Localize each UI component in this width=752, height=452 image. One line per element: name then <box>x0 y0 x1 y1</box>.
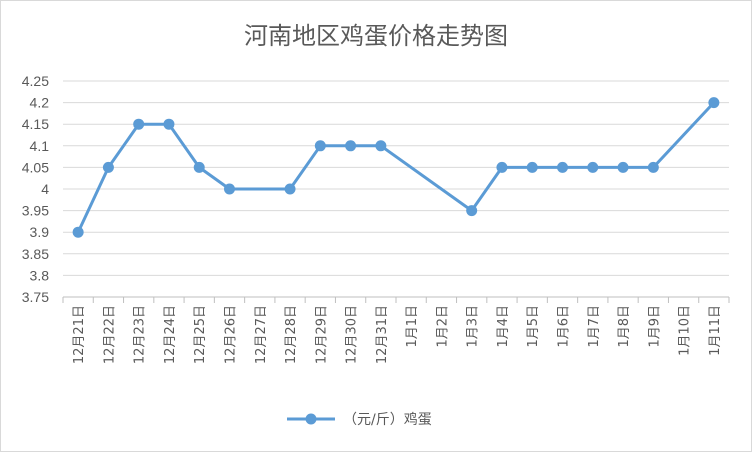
x-tick-label: 12月21日 <box>72 305 87 364</box>
data-point <box>163 118 175 130</box>
x-tick-label: 1月9日 <box>647 305 662 348</box>
x-tick-label: 12月22日 <box>102 305 117 364</box>
y-tick-label: 3.95 <box>22 203 49 219</box>
x-tick-label: 12月26日 <box>224 305 239 364</box>
x-tick-label: 1月4日 <box>496 305 511 348</box>
x-tick-label: 12月31日 <box>375 305 390 364</box>
data-point <box>193 161 205 173</box>
y-tick-label: 4.15 <box>22 116 49 132</box>
x-tick-label: 12月29日 <box>314 305 329 364</box>
data-point <box>466 205 478 217</box>
y-tick-label: 4.05 <box>22 159 49 175</box>
x-tick-label: 1月3日 <box>466 305 481 348</box>
x-tick-label: 12月23日 <box>133 305 148 364</box>
x-tick-label: 12月25日 <box>193 305 208 364</box>
x-tick-label: 12月24日 <box>163 305 178 364</box>
grid-layer <box>62 80 730 303</box>
data-point <box>617 161 629 173</box>
data-point <box>587 161 599 173</box>
x-tick-label: 1月2日 <box>435 305 450 348</box>
x-tick-label: 1月11日 <box>708 305 723 356</box>
data-point <box>375 140 387 152</box>
x-tick-label: 12月30日 <box>345 305 360 364</box>
y-tick-label: 4 <box>41 181 49 197</box>
data-point <box>133 118 145 130</box>
y-tick-label: 4.2 <box>30 95 50 111</box>
x-tick-label: 1月5日 <box>526 305 541 348</box>
y-tick-label: 4.1 <box>30 138 50 154</box>
y-tick-label: 3.8 <box>30 267 50 283</box>
data-point <box>526 161 538 173</box>
x-tick-label: 1月6日 <box>557 305 572 348</box>
data-point <box>557 161 568 173</box>
series-layer <box>72 97 720 238</box>
x-tick-label: 12月27日 <box>254 305 269 364</box>
x-tick-label: 1月7日 <box>587 305 602 348</box>
data-point <box>314 140 326 152</box>
y-tick-label: 4.25 <box>22 73 49 89</box>
chart-title: 河南地区鸡蛋价格走势图 <box>244 22 508 50</box>
y-tick-label: 3.9 <box>30 224 50 240</box>
legend-label: （元/斤）鸡蛋 <box>343 411 432 428</box>
data-point <box>496 161 508 173</box>
y-tick-label: 3.85 <box>22 246 49 262</box>
data-point <box>102 161 114 173</box>
y-axis-ticks: 3.75 3.8 3.85 3.9 3.95 4 4.05 4.1 4.15 4.2 4.25 <box>22 73 49 305</box>
legend-marker <box>305 413 317 425</box>
y-tick-label: 3.75 <box>22 289 49 305</box>
data-point <box>345 140 357 152</box>
data-point <box>284 183 296 195</box>
x-tick-label: 1月8日 <box>617 305 632 348</box>
data-point <box>708 97 720 109</box>
x-tick-label: 12月28日 <box>284 305 299 364</box>
x-tick-label: 1月1日 <box>405 305 420 348</box>
data-point <box>72 226 84 238</box>
x-tick-label: 1月10日 <box>678 305 693 356</box>
legend: （元/斤）鸡蛋 <box>287 411 432 428</box>
x-axis-ticks: 12月21日 12月22日 12月23日 12月24日 12月25日 12月26日 12月2… <box>72 305 723 364</box>
data-point <box>647 161 659 173</box>
data-point <box>224 183 235 195</box>
